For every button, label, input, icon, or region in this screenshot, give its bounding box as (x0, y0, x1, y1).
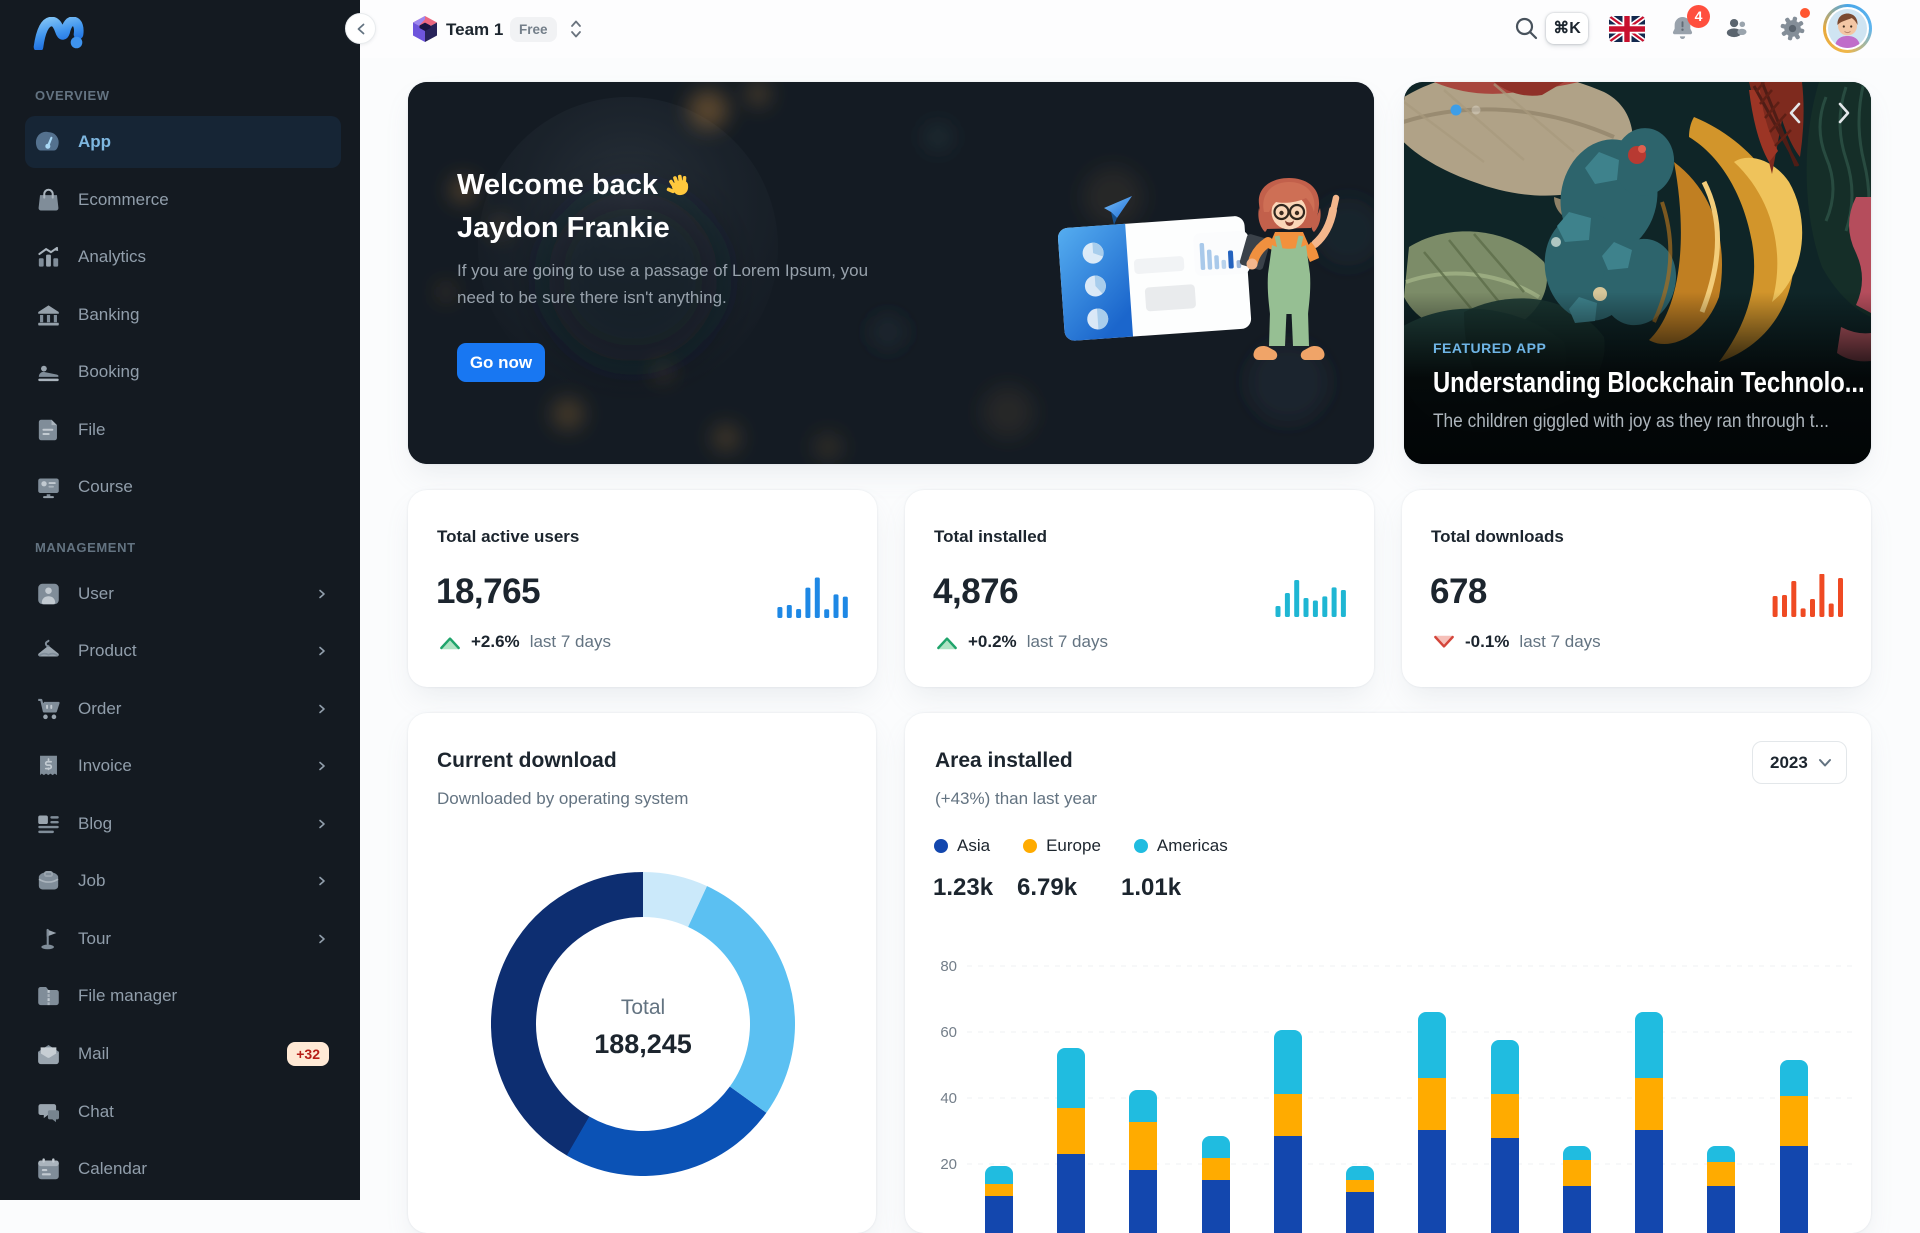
svg-text:80: 80 (940, 958, 957, 975)
svg-text:40: 40 (940, 1090, 957, 1107)
svg-text:60: 60 (940, 1024, 957, 1041)
svg-text:20: 20 (940, 1156, 957, 1173)
